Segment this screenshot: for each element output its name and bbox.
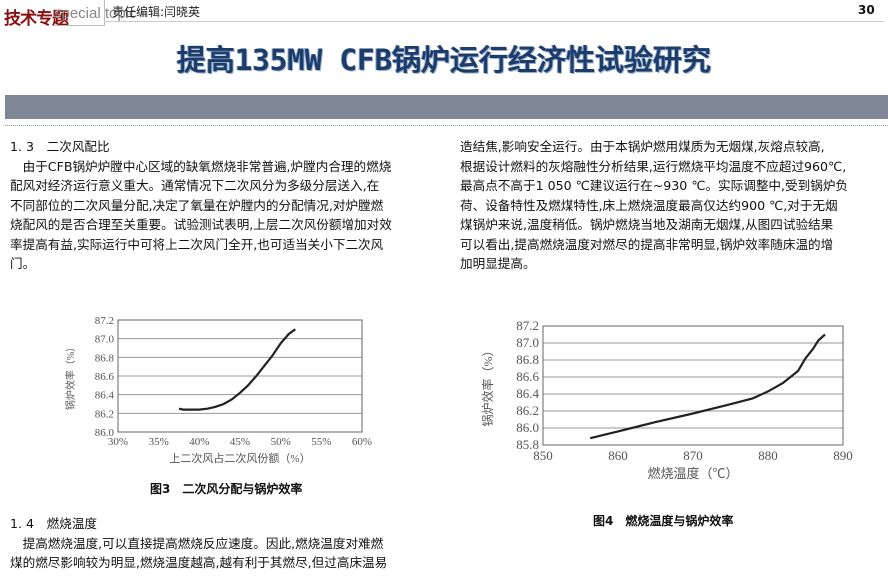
y-tick-label: 86.8 [95,352,115,364]
paragraph-line: 提高燃烧温度,可以直接提高燃烧反应速度。因此,燃烧温度对难燃 [10,536,384,551]
x-tick-label: 50% [271,436,291,448]
paragraph-line: 荷、设备特性及燃煤特性,床上燃烧温度最高仅达约900 ℃,对于无烟 [460,198,838,213]
x-axis-label: 上二次风占二次风份额（%） [169,451,310,465]
section-tag-english: special topic [54,5,137,22]
tag-box [52,0,105,26]
plot-frame [117,319,363,433]
paragraph-line: 由于CFB锅炉炉膛中心区域的缺氧燃烧非常普遍,炉膛内合理的燃烧 [10,159,392,174]
paragraph-line: 煤的燃尽影响较为明显,燃烧温度越高,越有利于其燃尽,但过高床温易 [10,555,388,570]
y-tick-label: 87.2 [95,315,114,327]
dotted-divider [5,125,888,126]
y-tick-label: 86.0 [95,427,115,439]
x-tick-label: 30% [108,436,128,448]
figure-3-caption: 图3 二次风分配与锅炉效率 [150,482,303,496]
x-tick-label: 870 [683,448,703,463]
paragraph-line: 加明显提高。 [460,256,536,271]
section-tag: 技术专题 [4,9,69,29]
paragraph-line: 不同部位的二次风量分配,决定了氧量在炉膛内的分配情况,对炉膛燃 [10,198,384,213]
y-tick-label: 87.2 [516,318,539,333]
x-tick-label: 40% [189,436,209,448]
x-tick-label: 35% [149,436,169,448]
plot-frame [542,325,844,446]
y-tick-label: 85.8 [516,437,539,452]
editor-credit: 责任编辑:闫晓英 [112,5,201,19]
y-tick-label: 86.2 [516,403,539,418]
y-tick-label: 86.8 [516,352,539,367]
series-line [178,328,296,411]
y-tick-label: 86.4 [95,390,115,402]
x-tick-label: 850 [533,448,553,463]
y-tick-label: 87.0 [95,334,115,346]
x-tick-label: 55% [311,436,331,448]
paragraph-line: 率提高有益,实际运行中可将上二次风门全开,也可适当关小下二次风 [10,237,384,252]
x-tick-label: 60% [352,436,372,448]
paragraph-line: 造结焦,影响安全运行。由于本锅炉燃用煤质为无烟煤,灰熔点较高, [460,139,825,154]
y-tick-label: 86.2 [95,408,114,420]
paragraph-line: 根据设计燃料的灰熔融性分析结果,运行燃烧平均温度不应超过960℃, [460,159,847,174]
paragraph-line: 可以看出,提高燃烧温度对燃尽的提高非常明显,锅炉效率随床温的增 [460,237,834,252]
y-axis-label: 锅炉效率（%） [64,342,77,410]
x-tick-label: 880 [758,448,778,463]
y-tick-label: 86.0 [516,420,539,435]
x-tick-label: 45% [230,436,250,448]
section-heading: 1. 3 二次风配比 [10,139,110,154]
header-divider [104,21,884,22]
figure-4-caption: 图4 燃烧温度与锅炉效率 [593,514,734,528]
x-axis-label: 燃烧温度（℃） [647,466,738,481]
page-number: 30 [858,3,875,17]
title-band [5,95,888,119]
series-line [589,333,826,440]
y-axis-label: 锅炉效率（%） [480,345,495,427]
y-tick-label: 86.6 [95,371,115,383]
paragraph-line: 门。 [10,256,36,271]
paragraph-line: 煤锅炉来说,温度稍低。锅炉燃烧当地及湖南无烟煤,从图四试验结果 [460,217,834,232]
y-tick-label: 86.4 [516,386,539,401]
paragraph-line: 烧配风的是否合理至关重要。试验测试表明,上层二次风份额增加对效 [10,217,392,232]
y-tick-label: 87.0 [516,335,539,350]
paragraph-line: 配风对经济运行意义重大。通常情况下二次风分为多级分层送入,在 [10,178,380,193]
y-tick-label: 86.6 [516,369,539,384]
section-heading: 1. 4 燃烧温度 [10,516,98,531]
article-title: 提高135MW CFB锅炉运行经济性试验研究 [176,43,712,77]
x-tick-label: 890 [833,448,853,463]
x-tick-label: 860 [608,448,628,463]
paragraph-line: 最高点不高于1 050 ℃建议运行在~930 ℃。实际调整中,受到锅炉负 [460,178,849,193]
